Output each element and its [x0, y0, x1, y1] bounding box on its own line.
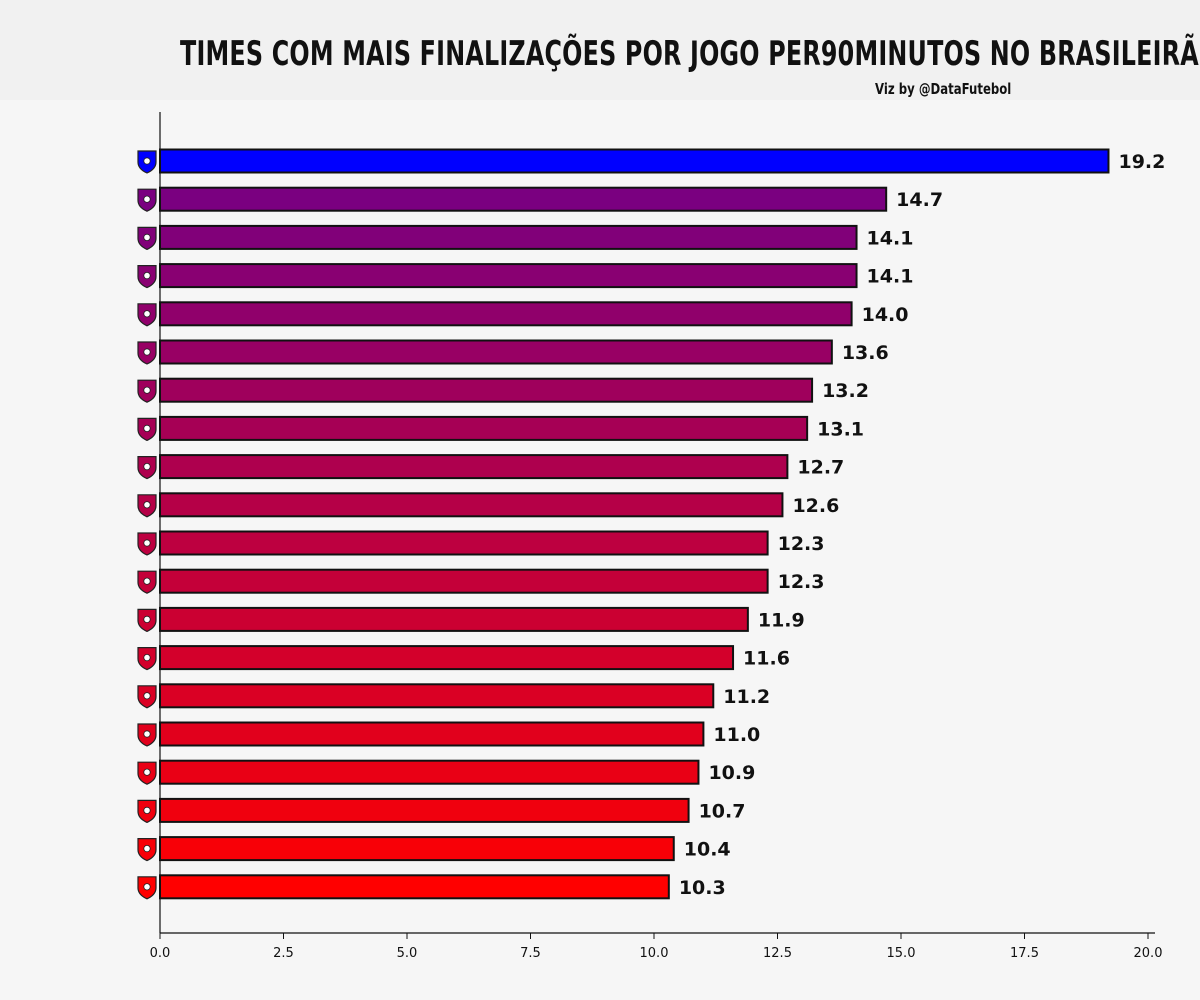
bar-value-label: 11.2	[723, 686, 770, 708]
header-band	[0, 0, 1200, 100]
bar-ceara-logo	[159, 759, 700, 785]
corinthians-crest-icon	[137, 723, 157, 747]
x-tick-label: 5.0	[397, 946, 418, 961]
santos-crest-icon	[137, 456, 157, 480]
bar-value-label: 12.3	[778, 571, 825, 593]
bar-corinthians-logo	[159, 721, 705, 747]
bar-atletico-mg-logo-2	[159, 263, 858, 289]
bar-value-label: 11.9	[758, 609, 805, 631]
bar-vasco-logo	[159, 606, 749, 632]
red-bull-bragantino-crest-icon	[137, 188, 157, 212]
bar-cruzeiro-logo	[159, 377, 814, 403]
sao-paulo-crest-icon	[137, 646, 157, 671]
bar-vitoria-logo	[159, 568, 769, 594]
x-tick-label: 2.5	[273, 946, 294, 961]
botafogo-crest-icon	[137, 341, 157, 365]
x-tick-label: 20.0	[1134, 946, 1163, 961]
bar-value-label: 11.0	[713, 724, 760, 746]
vitoria-crest-icon	[137, 570, 157, 594]
bar-value-label: 12.6	[792, 495, 839, 517]
bar-value-label: 10.3	[679, 877, 726, 899]
internacional-crest-icon	[137, 226, 157, 251]
atletico-mg-crest-icon	[137, 150, 157, 174]
bar-value-label: 13.6	[842, 342, 889, 364]
bar-juventude-logo	[159, 874, 670, 900]
x-tick-label: 0.0	[150, 946, 171, 961]
fortaleza-crest-icon	[137, 685, 157, 709]
fluminense-crest-icon	[137, 532, 157, 556]
bar-value-label: 14.1	[867, 227, 914, 249]
bar-value-label: 12.7	[797, 457, 844, 479]
gremio-crest-icon	[137, 799, 157, 824]
bar-atletico-mg-logo	[159, 148, 1110, 174]
bar-value-label: 14.7	[896, 189, 943, 211]
x-tick-label: 7.5	[520, 946, 541, 961]
bar-bahia-logo	[159, 836, 675, 862]
credit-text: Viz by @DataFutebol	[875, 80, 1012, 98]
bar-palmeiras-logo	[159, 415, 809, 441]
bar-internacional-logo	[159, 224, 858, 250]
x-tick-label: 12.5	[763, 946, 792, 961]
bar-value-label: 11.6	[743, 648, 790, 670]
x-tick-label: 15.0	[887, 946, 916, 961]
bar-value-label: 10.4	[684, 839, 731, 861]
bar-value-label: 19.2	[1118, 151, 1165, 173]
bahia-crest-icon	[137, 837, 157, 862]
bar-value-label: 14.1	[867, 266, 914, 288]
juventude-crest-icon	[137, 876, 157, 900]
bar-value-label: 10.9	[708, 762, 755, 784]
vasco-crest-icon	[137, 608, 157, 633]
bar-sao-paulo-logo	[159, 645, 735, 671]
cruzeiro-crest-icon	[137, 379, 157, 403]
flamengo-crest-icon	[137, 303, 157, 327]
bar-santos-logo	[159, 454, 789, 480]
ceara-crest-icon	[137, 761, 157, 785]
x-tick-label: 10.0	[640, 946, 669, 961]
bar-value-label: 14.0	[862, 304, 909, 326]
bar-gremio-logo	[159, 797, 690, 823]
bar-fortaleza-logo	[159, 683, 715, 709]
bar-flamengo-logo	[159, 301, 853, 327]
bar-value-label: 10.7	[699, 800, 746, 822]
bar-red-bull-bragantino-logo	[159, 186, 888, 212]
bar-value-label: 12.3	[778, 533, 825, 555]
bar-sport-logo	[159, 492, 784, 518]
sport-crest-icon	[137, 494, 157, 518]
x-tick-label: 17.5	[1010, 946, 1039, 961]
bar-botafogo-logo	[159, 339, 833, 365]
atletico-mg-crest-icon	[137, 265, 157, 289]
palmeiras-crest-icon	[137, 417, 157, 442]
bar-value-label: 13.2	[822, 380, 869, 402]
bar-fluminense-logo	[159, 530, 769, 556]
bar-value-label: 13.1	[817, 418, 864, 440]
